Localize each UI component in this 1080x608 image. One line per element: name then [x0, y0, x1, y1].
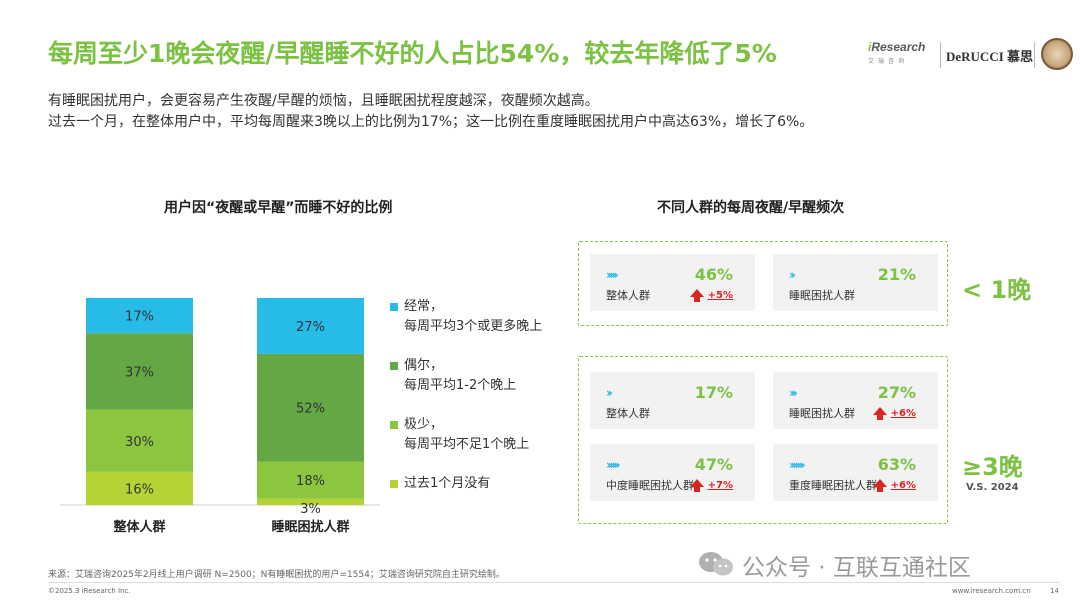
frequency-card: ››› 27% 睡眠困扰人群 +6% — [773, 372, 938, 429]
logo-divider — [1034, 42, 1035, 68]
card-change: +7% — [707, 480, 733, 491]
bar-segment — [257, 498, 364, 505]
bar-segment — [257, 461, 364, 499]
left-chart-title: 用户因“夜醒或早醒”而睡不好的比例 — [164, 200, 393, 216]
frequency-card: ›› 17% 整体人群 — [590, 372, 755, 429]
legend-item-often: 经常， 每周平均3个或更多晚上 — [390, 297, 542, 337]
card-percent: 47% — [694, 455, 733, 474]
bar-data-label: 52% — [296, 402, 325, 417]
bar-segment — [257, 298, 364, 354]
category-label: 睡眠困扰人群 — [271, 519, 349, 535]
chevron-icon: ›››››› — [606, 458, 621, 472]
description-line-1: 有睡眠困扰用户，会更容易产生夜醒/早醒的烦恼，且睡眠困扰程度越深，夜醒频次越高。 — [48, 93, 599, 109]
chevron-icon: ››››› — [606, 268, 619, 282]
frequency-card: ››››› 46% 整体人群 +5% — [590, 254, 755, 311]
legend-label: 极少， — [404, 417, 444, 432]
legend-swatch — [390, 362, 398, 370]
legend-sublabel: 每周平均不足1个晚上 — [404, 437, 530, 452]
iresearch-logo: iResearch 艾瑞咨询 — [868, 40, 938, 70]
iresearch-logo-prefix: i — [868, 40, 872, 54]
footer-divider — [48, 582, 1060, 583]
chevron-icon: ››› — [789, 386, 798, 400]
seal-logo-icon — [1041, 38, 1073, 70]
bar-data-label: 3% — [300, 502, 321, 517]
footer-url: www.iresearch.com.cn — [952, 587, 1031, 595]
legend-item-occasionally: 偶尔， 每周平均1-2个晚上 — [390, 356, 542, 396]
wechat-icon — [699, 552, 733, 576]
card-change: +6% — [890, 480, 916, 491]
three-plus-nights-label: ≥3晚 — [962, 453, 1023, 481]
card-percent: 46% — [694, 265, 733, 284]
change-indicator: +6% — [872, 479, 916, 492]
page-title: 每周至少1晚会夜醒/早醒睡不好的人占比54%，较去年降低了5% — [48, 39, 777, 68]
change-indicator: +5% — [689, 289, 733, 302]
card-change: +6% — [890, 408, 916, 419]
frequency-card: ›› 21% 睡眠困扰人群 — [773, 254, 938, 311]
arrow-up-icon — [689, 479, 704, 492]
iresearch-logo-main: Research — [871, 40, 926, 54]
less-than-1-night-label: < 1晚 — [962, 276, 1032, 304]
card-percent: 21% — [877, 265, 916, 284]
card-label: 中度睡眠困扰人群 — [606, 479, 694, 492]
logo-divider — [940, 42, 941, 68]
card-percent: 17% — [694, 383, 733, 402]
description-line-2: 过去一个月，在整体用户中，平均每周醒来3晚以上的比例为17%；这一比例在重度睡眠… — [48, 114, 814, 130]
legend-label: 过去1个月没有 — [404, 476, 491, 491]
card-label: 重度睡眠困扰人群 — [789, 479, 877, 492]
card-label: 睡眠困扰人群 — [789, 289, 855, 302]
bar-segment — [86, 298, 193, 334]
change-indicator: +6% — [872, 407, 916, 420]
three-plus-nights-group — [578, 356, 948, 524]
source-note: 来源：艾瑞咨询2025年2月线上用户调研 N=2500；N有睡眠困扰的用户=15… — [48, 570, 505, 580]
arrow-up-icon — [872, 479, 887, 492]
legend-sublabel: 每周平均1-2个晚上 — [404, 378, 517, 393]
change-indicator: +7% — [689, 479, 733, 492]
chevron-icon: ›› — [606, 386, 613, 400]
arrow-up-icon — [872, 407, 887, 420]
card-label: 整体人群 — [606, 407, 650, 420]
bar-segment — [257, 353, 364, 462]
frequency-card: ››››››› 63% 重度睡眠困扰人群 +6% — [773, 444, 938, 501]
legend-swatch — [390, 421, 398, 429]
watermark: 公众号 · 互联互通社区 — [742, 555, 971, 581]
category-label: 整体人群 — [112, 519, 165, 535]
bar-data-label: 17% — [125, 310, 154, 325]
page-description: 有睡眠困扰用户，会更容易产生夜醒/早醒的烦恼，且睡眠困扰程度越深，夜醒频次越高。… — [48, 91, 813, 133]
legend-label: 经常， — [404, 299, 444, 314]
chevron-icon: ››››››› — [789, 458, 806, 472]
comparison-note: V.S. 2024 — [966, 482, 1019, 493]
frequency-card: ›››››› 47% 中度睡眠困扰人群 +7% — [590, 444, 755, 501]
page-number: 14 — [1050, 587, 1059, 595]
stacked-bar-chart: 16% 30% 37% 17% 整体人群 3% 18% 52% 27% 睡眠困扰人群 — [60, 298, 380, 535]
copyright: ©2025.3 iResearch Inc. — [48, 587, 131, 595]
bar-segment — [86, 471, 193, 505]
derucci-logo: DeRUCCI 慕思 — [946, 49, 1034, 64]
bar-data-label: 30% — [125, 435, 154, 450]
bar-data-label: 27% — [296, 320, 325, 335]
bar-segment — [86, 333, 193, 410]
arrow-up-icon — [689, 289, 704, 302]
bar-data-label: 16% — [125, 482, 154, 497]
chart-legend: 经常， 每周平均3个或更多晚上 偶尔， 每周平均1-2个晚上 极少， 每周平均不… — [390, 297, 542, 513]
bar-data-label: 18% — [296, 474, 325, 489]
bar-data-label: 37% — [125, 365, 154, 380]
card-label: 整体人群 — [606, 289, 650, 302]
legend-swatch — [390, 480, 398, 488]
legend-label: 偶尔， — [404, 358, 444, 373]
card-change: +5% — [707, 290, 733, 301]
legend-swatch — [390, 303, 398, 311]
legend-sublabel: 每周平均3个或更多晚上 — [404, 319, 543, 334]
card-percent: 63% — [877, 455, 916, 474]
right-panel-title: 不同人群的每周夜醒/早醒频次 — [657, 200, 845, 216]
chevron-icon: ›› — [789, 268, 796, 282]
bar-segment — [86, 409, 193, 472]
legend-item-never: 过去1个月没有 — [390, 474, 542, 494]
card-percent: 27% — [877, 383, 916, 402]
iresearch-logo-subtitle: 艾瑞咨询 — [868, 58, 909, 65]
legend-item-rarely: 极少， 每周平均不足1个晚上 — [390, 415, 542, 455]
less-than-1-night-group — [578, 241, 948, 326]
card-label: 睡眠困扰人群 — [789, 407, 855, 420]
